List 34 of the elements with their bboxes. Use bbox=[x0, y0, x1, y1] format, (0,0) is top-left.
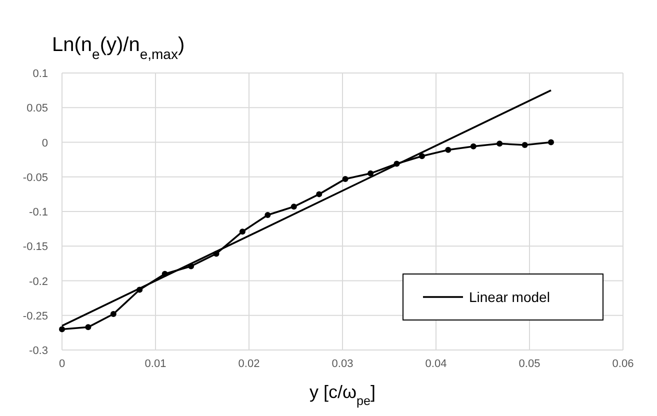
point bbox=[110, 310, 116, 317]
point bbox=[59, 326, 65, 332]
legend-label: Linear model bbox=[469, 289, 550, 305]
x-tick-label: 0.06 bbox=[612, 358, 634, 370]
y-tick-label: 0.1 bbox=[32, 68, 48, 80]
point bbox=[368, 170, 374, 176]
x-tick-label: 0.01 bbox=[144, 358, 166, 370]
point bbox=[496, 140, 503, 147]
y-tick-label: -0.05 bbox=[22, 172, 48, 184]
x-tick-label: 0 bbox=[58, 358, 66, 370]
x-tick-label: 0.04 bbox=[425, 358, 447, 370]
point bbox=[548, 139, 554, 146]
point bbox=[290, 204, 297, 210]
point bbox=[522, 142, 528, 148]
y-tick-label: -0.15 bbox=[22, 241, 48, 254]
point bbox=[85, 324, 92, 330]
x-tick-label: 0.03 bbox=[332, 358, 354, 370]
y-tick-label: -0.1 bbox=[29, 206, 48, 218]
point bbox=[264, 212, 271, 218]
x-tick-label: 0.05 bbox=[518, 358, 540, 370]
y-tick-label: -0.3 bbox=[29, 345, 48, 357]
y-tick-label: 0.05 bbox=[26, 102, 48, 115]
y-tick-label: -0.2 bbox=[29, 276, 48, 288]
point bbox=[342, 176, 348, 182]
point bbox=[316, 191, 322, 198]
y-tick-label: 0 bbox=[42, 137, 48, 150]
y-axis-title: Ln(n$_{e}$(y)/n$_{e,max}$) bbox=[52, 34, 185, 62]
y-tick-label: -0.25 bbox=[22, 310, 48, 322]
point bbox=[445, 146, 452, 153]
point bbox=[418, 153, 425, 160]
x-axis-title: y [c/ω$_{pe}$] bbox=[309, 382, 376, 408]
point bbox=[239, 228, 246, 235]
point bbox=[470, 143, 476, 150]
x-tick-label: 0.02 bbox=[238, 358, 260, 370]
